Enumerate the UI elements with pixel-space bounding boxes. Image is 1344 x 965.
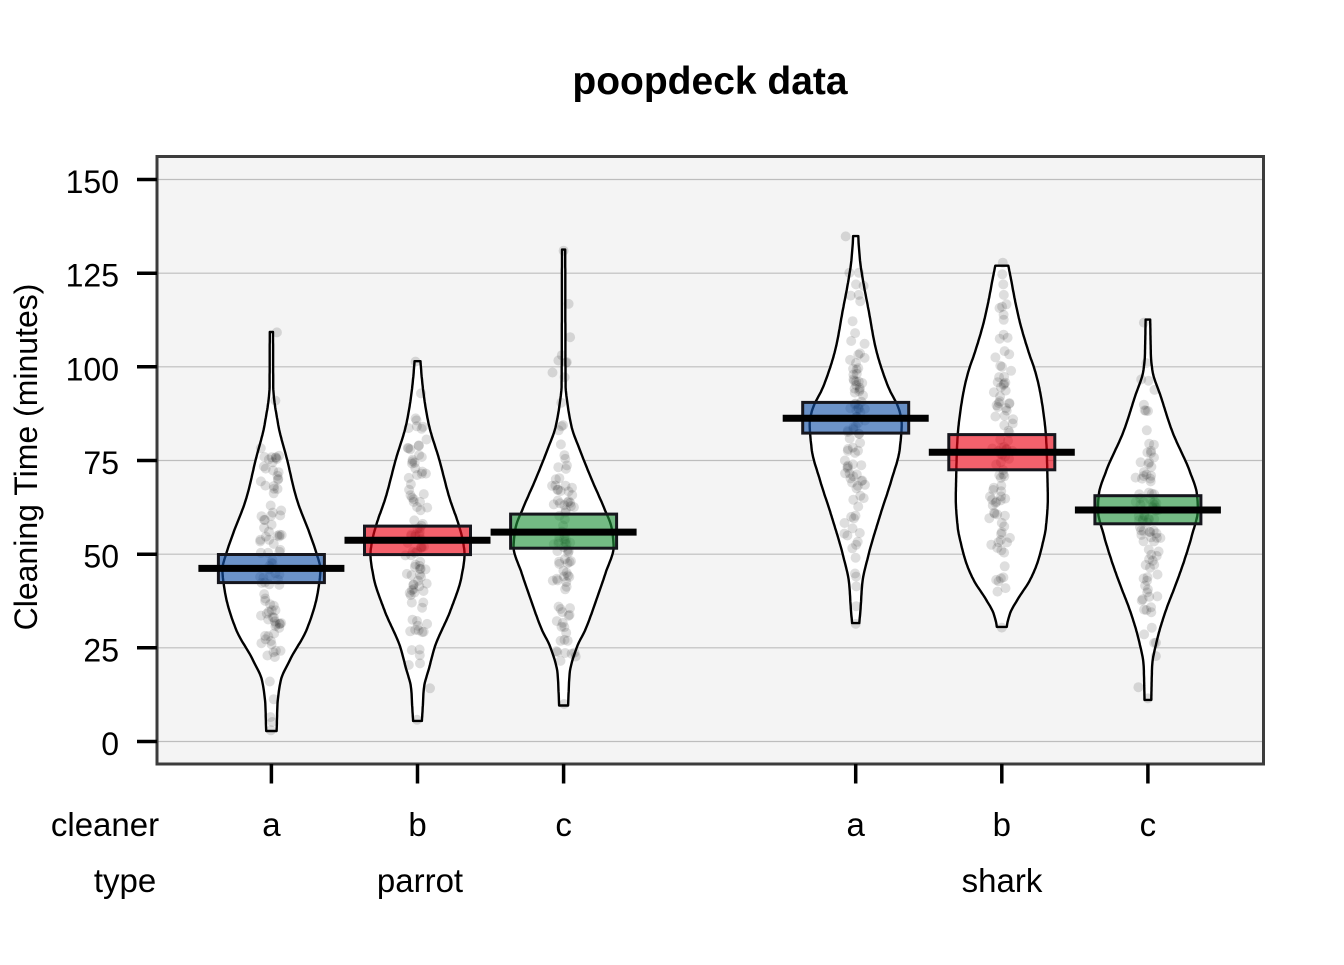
svg-text:b: b <box>408 806 426 843</box>
svg-text:a: a <box>847 806 866 843</box>
svg-text:poopdeck data: poopdeck data <box>572 60 848 103</box>
svg-text:shark: shark <box>962 862 1043 899</box>
svg-text:150: 150 <box>66 164 119 200</box>
svg-text:Cleaning Time (minutes): Cleaning Time (minutes) <box>8 284 44 631</box>
svg-text:25: 25 <box>83 632 119 668</box>
svg-text:c: c <box>555 806 572 843</box>
svg-text:type: type <box>94 862 156 899</box>
svg-text:50: 50 <box>83 539 119 575</box>
svg-text:100: 100 <box>66 351 119 387</box>
svg-text:125: 125 <box>66 258 119 294</box>
svg-text:a: a <box>262 806 281 843</box>
svg-text:75: 75 <box>83 445 119 481</box>
svg-text:b: b <box>993 806 1011 843</box>
svg-text:0: 0 <box>101 726 119 762</box>
svg-text:parrot: parrot <box>377 862 463 899</box>
svg-text:cleaner: cleaner <box>51 806 159 843</box>
svg-text:c: c <box>1140 806 1157 843</box>
